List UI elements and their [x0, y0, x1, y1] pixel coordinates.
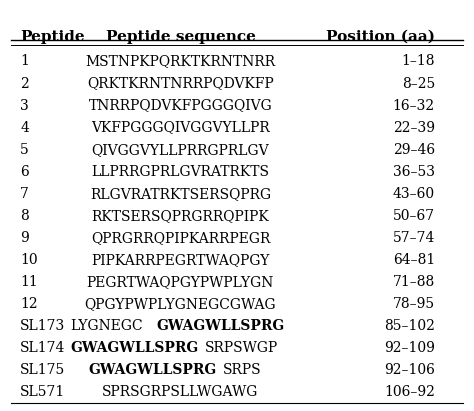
Text: SL173: SL173	[20, 319, 65, 333]
Text: 3: 3	[20, 99, 29, 113]
Text: SPRSGRPSLLWGAWG: SPRSGRPSLLWGAWG	[102, 385, 259, 399]
Text: QPRGRRQPIPKARRPEGR: QPRGRRQPIPKARRPEGR	[91, 231, 270, 245]
Text: RKTSERSQPRGRRQPIPK: RKTSERSQPRGRRQPIPK	[91, 209, 269, 223]
Text: 64–81: 64–81	[392, 253, 435, 267]
Text: 10: 10	[20, 253, 38, 267]
Text: LLPRRGPRLGVRATRKTS: LLPRRGPRLGVRATRKTS	[91, 165, 269, 179]
Text: 1–18: 1–18	[401, 55, 435, 69]
Text: SL175: SL175	[20, 363, 65, 377]
Text: QPGYPWPLYGNEGCGWAG: QPGYPWPLYGNEGCGWAG	[85, 297, 276, 311]
Text: 8–25: 8–25	[401, 76, 435, 90]
Text: 29–46: 29–46	[393, 143, 435, 157]
Text: QIVGGVYLLPRRGPRLGV: QIVGGVYLLPRRGPRLGV	[91, 143, 269, 157]
Text: 4: 4	[20, 120, 29, 134]
Text: 92–106: 92–106	[384, 363, 435, 377]
Text: PEGRTWAQPGYPWPLYGN: PEGRTWAQPGYPWPLYGN	[87, 275, 274, 289]
Text: QRKTKRNTNRRPQDVKFP: QRKTKRNTNRRPQDVKFP	[87, 76, 274, 90]
Text: 1: 1	[20, 55, 29, 69]
Text: MSTNPKPQRKTKRNTNRR: MSTNPKPQRKTKRNTNRR	[85, 55, 275, 69]
Text: 7: 7	[20, 187, 29, 201]
Text: 2: 2	[20, 76, 29, 90]
Text: 11: 11	[20, 275, 38, 289]
Text: GWAGWLLSPRG: GWAGWLLSPRG	[156, 319, 284, 333]
Text: 36–53: 36–53	[393, 165, 435, 179]
Text: Peptide: Peptide	[20, 30, 85, 44]
Text: 71–88: 71–88	[392, 275, 435, 289]
Text: 43–60: 43–60	[393, 187, 435, 201]
Text: 85–102: 85–102	[384, 319, 435, 333]
Text: 50–67: 50–67	[393, 209, 435, 223]
Text: GWAGWLLSPRG: GWAGWLLSPRG	[89, 363, 217, 377]
Text: 12: 12	[20, 297, 38, 311]
Text: 8: 8	[20, 209, 29, 223]
Text: 106–92: 106–92	[384, 385, 435, 399]
Text: RLGVRATRKTSERSQPRG: RLGVRATRKTSERSQPRG	[90, 187, 271, 201]
Text: 22–39: 22–39	[393, 120, 435, 134]
Text: TNRRPQDVKFPGGGQIVG: TNRRPQDVKFPGGGQIVG	[89, 99, 273, 113]
Text: SL571: SL571	[20, 385, 65, 399]
Text: 6: 6	[20, 165, 29, 179]
Text: Peptide sequence: Peptide sequence	[106, 30, 255, 44]
Text: VKFPGGGQIVGGVYLLPR: VKFPGGGQIVGGVYLLPR	[91, 120, 270, 134]
Text: 57–74: 57–74	[392, 231, 435, 245]
Text: LYGNEGC: LYGNEGC	[70, 319, 143, 333]
Text: GWAGWLLSPRG: GWAGWLLSPRG	[70, 341, 199, 355]
Text: 5: 5	[20, 143, 29, 157]
Text: SRPS: SRPS	[223, 363, 262, 377]
Text: 9: 9	[20, 231, 29, 245]
Text: 92–109: 92–109	[384, 341, 435, 355]
Text: 78–95: 78–95	[393, 297, 435, 311]
Text: 16–32: 16–32	[393, 99, 435, 113]
Text: PIPKARRPEGRTWAQPGY: PIPKARRPEGRTWAQPGY	[91, 253, 270, 267]
Text: SRPSWGP: SRPSWGP	[205, 341, 278, 355]
Text: SL174: SL174	[20, 341, 65, 355]
Text: Position (aa): Position (aa)	[326, 30, 435, 44]
